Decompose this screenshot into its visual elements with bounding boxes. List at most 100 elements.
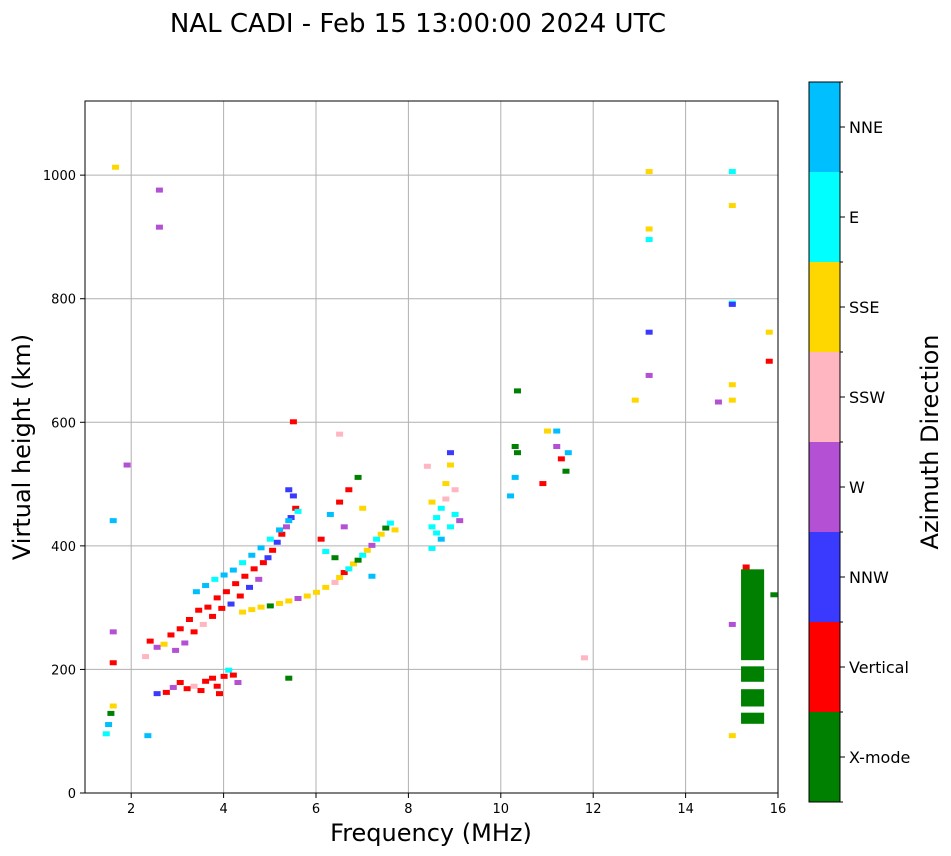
data-point-e — [359, 552, 367, 558]
colorbar: X-mode Vertical NNW W SSW SSE E NNE — [808, 81, 910, 803]
y-tick-label: 0 — [68, 787, 76, 802]
data-point-vertical — [345, 487, 353, 493]
data-point-sse — [112, 164, 120, 170]
data-point-vertical — [259, 560, 267, 566]
data-point-nne — [276, 527, 284, 533]
data-point-e — [428, 545, 436, 551]
data-point-e — [386, 520, 394, 526]
colorbar-tick-label: SSE — [849, 298, 879, 317]
data-point-vertical — [250, 566, 258, 572]
data-point-vertical — [236, 593, 244, 599]
x-axis-label: Frequency (MHz) — [330, 819, 532, 847]
x-tick-label: 4 — [219, 802, 227, 817]
data-point-nnw — [446, 450, 454, 456]
data-point-e — [102, 731, 110, 737]
data-point-ssw — [336, 431, 344, 437]
data-point-vertical — [209, 675, 217, 681]
data-point-vertical — [278, 531, 286, 537]
colorbar-segment-vertical — [809, 622, 840, 712]
data-point-w — [282, 524, 290, 530]
data-point-vertical — [109, 660, 117, 666]
data-point-vertical — [183, 686, 191, 692]
data-point-w — [368, 542, 376, 548]
x-tick-label: 16 — [770, 802, 787, 817]
data-point-w — [340, 524, 348, 530]
colorbar-frame — [808, 81, 841, 803]
x-tick-label: 10 — [493, 802, 510, 817]
data-point-sse — [728, 733, 736, 739]
colorbar-label: Azimuth Direction — [916, 335, 944, 550]
data-point-sse — [645, 169, 653, 175]
data-point-e — [345, 566, 353, 572]
colorbar-segment-sse — [809, 262, 840, 352]
data-point-vertical — [222, 589, 230, 595]
data-point-sse — [363, 547, 371, 553]
data-point-x-mode — [354, 474, 362, 480]
data-point-e — [211, 576, 219, 582]
data-point-x-mode — [285, 675, 293, 681]
data-point-e — [433, 515, 441, 521]
colorbar-tick-label: SSW — [849, 388, 885, 407]
data-point-w — [153, 644, 161, 650]
data-point-e — [645, 237, 653, 243]
data-point-sse — [442, 481, 450, 487]
data-point-vertical — [229, 672, 237, 678]
data-point-vertical — [765, 358, 773, 364]
data-point-w — [155, 224, 163, 230]
data-point-w — [255, 576, 263, 582]
data-point-sse — [313, 589, 320, 595]
data-point-vertical — [292, 505, 300, 511]
data-point-sse — [765, 329, 773, 335]
data-point-w — [728, 621, 736, 627]
data-bar-x-mode — [741, 712, 765, 724]
data-bar-x-mode — [741, 689, 765, 707]
data-point-nne — [105, 722, 113, 728]
data-point-nne — [368, 573, 376, 579]
data-point-x-mode — [770, 592, 778, 598]
data-point-w — [172, 647, 180, 653]
data-point-vertical — [340, 570, 348, 576]
data-point-vertical — [317, 536, 325, 542]
data-point-sse — [728, 397, 736, 403]
data-point-vertical — [209, 613, 217, 619]
data-point-vertical — [146, 638, 154, 644]
data-point-e — [225, 667, 233, 673]
data-point-w — [714, 399, 722, 405]
colorbar-segment-w — [809, 442, 840, 532]
x-axis-ticks: 2 4 6 8 10 12 14 16 — [127, 793, 786, 817]
y-tick-label: 1000 — [43, 169, 76, 184]
data-point-nne — [257, 545, 265, 551]
data-point-sse — [239, 609, 247, 615]
data-point-sse — [285, 598, 293, 604]
grid-lines — [85, 101, 779, 794]
data-point-vertical — [204, 604, 212, 610]
data-point-nnw — [289, 493, 297, 499]
data-point-x-mode — [107, 710, 115, 716]
data-point-sse — [631, 397, 639, 403]
data-point-sse — [276, 600, 284, 606]
data-point-vertical — [539, 481, 547, 487]
data-point-ssw — [451, 487, 459, 493]
data-point-sse — [248, 607, 256, 613]
data-point-sse — [336, 574, 344, 580]
data-point-x-mode — [354, 557, 362, 563]
data-point-nnw — [287, 515, 295, 521]
colorbar-segment-e — [809, 172, 840, 262]
data-point-vertical — [336, 499, 344, 505]
data-point-vertical — [195, 607, 203, 613]
y-tick-label: 200 — [51, 663, 76, 678]
data-point-vertical — [220, 673, 228, 679]
data-point-vertical — [162, 689, 170, 695]
data-point-sse — [446, 462, 454, 468]
data-point-sse — [377, 531, 385, 537]
data-point-e — [239, 560, 247, 566]
data-bar-x-mode — [741, 666, 765, 682]
data-point-w — [294, 595, 302, 601]
data-point-vertical — [176, 680, 184, 686]
data-point-x-mode — [562, 468, 570, 474]
data-point-x-mode — [382, 525, 390, 531]
data-point-sse — [257, 604, 265, 610]
data-point-sse — [160, 641, 168, 647]
data-point-nnw — [645, 329, 653, 335]
